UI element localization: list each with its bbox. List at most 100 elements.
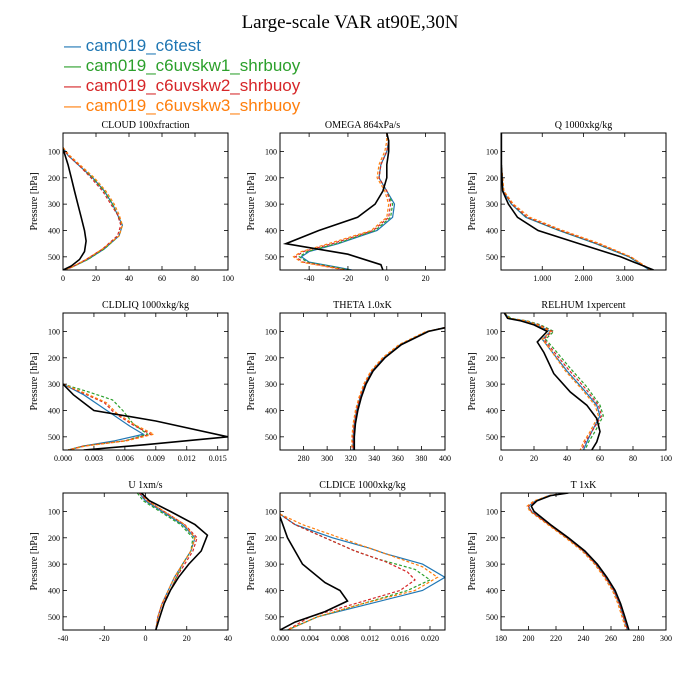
y-axis-label: Pressure [hPa] [29, 172, 40, 230]
y-tick-label: 400 [265, 586, 277, 595]
y-tick-label: 300 [48, 380, 60, 389]
y-tick-label: 500 [265, 253, 277, 262]
x-tick-label: -20 [99, 634, 110, 643]
series-line-5 [501, 133, 654, 270]
legend-entry-1: — cam019_c6test [64, 36, 202, 55]
x-tick-label: 0.008 [331, 634, 349, 643]
legend-entry-2: — cam019_c6uvskw1_shrbuoy [64, 56, 301, 75]
panel-frame [62, 132, 229, 271]
y-tick-label: 400 [486, 406, 498, 415]
panel-title: OMEGA 864xPa/s [325, 120, 400, 131]
x-tick-label: 220 [550, 634, 562, 643]
x-tick-label: 20 [92, 274, 100, 283]
x-tick-label: 80 [191, 274, 199, 283]
panel-frame [279, 492, 446, 631]
y-tick-label: 200 [48, 174, 60, 183]
series-line-1 [63, 147, 124, 270]
panel-3: 1.000 2.000 3.000 100 200 300 400 500 Pressure [… [467, 120, 667, 283]
y-tick-label: 400 [48, 406, 60, 415]
panel-title: Q 1000xkg/kg [555, 120, 613, 131]
series-line-3 [503, 313, 603, 450]
series-line-3 [63, 383, 153, 450]
x-tick-label: 180 [495, 634, 507, 643]
series-line-3 [352, 326, 445, 450]
series-line-1 [280, 513, 445, 630]
series-line-1 [138, 493, 196, 630]
x-tick-label: 0.016 [391, 634, 409, 643]
legend-label: cam019_c6uvskw3_shrbuoy [85, 96, 301, 115]
x-tick-label: 0.006 [116, 454, 134, 463]
x-tick-label: 40 [125, 274, 133, 283]
series-line-3 [63, 147, 122, 270]
series-line-4 [292, 133, 390, 270]
y-tick-label: 100 [486, 507, 498, 516]
legend-label: cam019_c6uvskw2_shrbuoy [85, 76, 301, 95]
y-tick-label: 300 [486, 380, 498, 389]
x-tick-label: 0.020 [421, 634, 439, 643]
series-line-3 [294, 133, 392, 270]
series-line-2 [298, 133, 394, 270]
y-tick-label: 400 [486, 586, 498, 595]
x-tick-label: 1.000 [533, 274, 551, 283]
series-line-5 [353, 327, 445, 450]
x-tick-label: 0.012 [361, 634, 379, 643]
legend: — cam019_c6test — cam019_c6uvskw1_shrbuo… [64, 36, 300, 116]
y-tick-label: 400 [486, 226, 498, 235]
x-tick-label: 60 [158, 274, 166, 283]
y-tick-label: 200 [48, 354, 60, 363]
series-line-3 [280, 513, 416, 630]
y-axis-label: Pressure [hPa] [246, 532, 257, 590]
y-axis-label: Pressure [hPa] [246, 172, 257, 230]
y-tick-label: 100 [265, 507, 277, 516]
x-tick-label: 2.000 [575, 274, 593, 283]
series-line-5 [282, 133, 390, 270]
y-tick-label: 200 [48, 534, 60, 543]
panel-2: -40 -20 0 20 100 200 300 400 500 Pressure [hPa] OM… [246, 120, 446, 283]
x-tick-label: 20 [422, 274, 430, 283]
y-tick-label: 400 [48, 226, 60, 235]
x-tick-label: 320 [345, 454, 357, 463]
y-axis-label: Pressure [hPa] [246, 352, 257, 410]
panel-6: 0 20 40 60 80 100 100 200 300 400 500 Pressure [hPa… [467, 300, 672, 463]
series-line-5 [530, 493, 630, 630]
x-tick-label: 3.000 [616, 274, 634, 283]
y-tick-label: 500 [265, 433, 277, 442]
y-tick-label: 300 [486, 560, 498, 569]
x-tick-label: 60 [596, 454, 604, 463]
series-line-3 [138, 493, 198, 630]
panel-title: CLDICE 1000xkg/kg [319, 480, 405, 491]
series-line-1 [527, 493, 629, 630]
x-tick-label: 200 [523, 634, 535, 643]
series-line-3 [527, 493, 629, 630]
series-line-4 [280, 513, 439, 630]
x-tick-label: 40 [224, 634, 232, 643]
y-tick-label: 500 [265, 613, 277, 622]
y-axis-label: Pressure [hPa] [29, 532, 40, 590]
y-tick-label: 500 [48, 613, 60, 622]
series-line-4 [501, 133, 652, 270]
panel-1: 0 20 40 60 80 100 100 200 300 400 500 Pressure [hPa… [29, 120, 234, 283]
panel-title: U 1xm/s [128, 480, 162, 491]
y-axis-label: Pressure [hPa] [467, 352, 478, 410]
x-tick-label: 0 [61, 274, 65, 283]
y-tick-label: 200 [486, 174, 498, 183]
x-tick-label: 360 [392, 454, 404, 463]
x-tick-label: 300 [660, 634, 672, 643]
panel-frame [279, 312, 446, 451]
panel-9: 180 200 220 240 260 280 300 100 200 300 400 500 Pres… [467, 480, 672, 643]
x-tick-label: 0.000 [54, 454, 72, 463]
x-tick-label: 0 [385, 274, 389, 283]
y-tick-label: 100 [265, 147, 277, 156]
series-line-5 [280, 516, 349, 630]
y-tick-label: 100 [48, 327, 60, 336]
y-tick-label: 200 [265, 174, 277, 183]
series-line-2 [501, 133, 651, 270]
y-tick-label: 400 [265, 226, 277, 235]
series-line-3 [501, 133, 652, 270]
legend-label: cam019_c6uvskw1_shrbuoy [85, 56, 301, 75]
panel-frame [62, 492, 229, 631]
x-tick-label: 0.015 [209, 454, 227, 463]
y-tick-label: 200 [486, 354, 498, 363]
x-tick-label: 0 [144, 634, 148, 643]
y-tick-label: 300 [265, 380, 277, 389]
